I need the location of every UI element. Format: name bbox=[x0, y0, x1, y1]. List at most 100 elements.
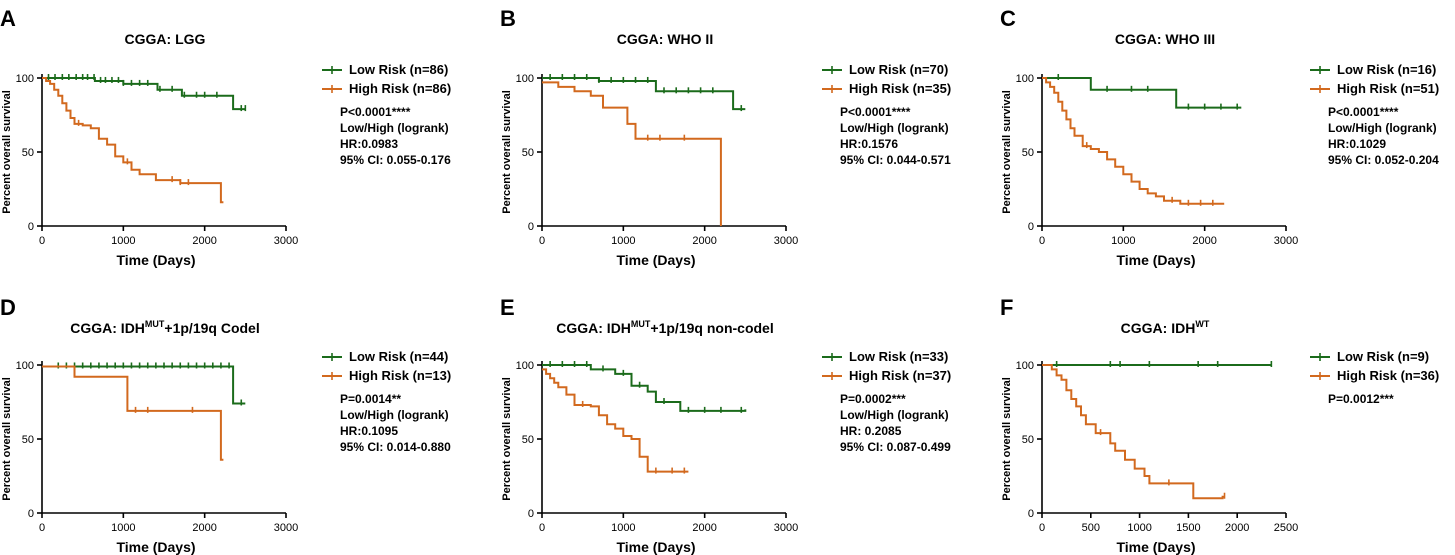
panel-b: B CGGA: WHO II 0 1000 2000 3000 0 50 100 Time (Da… bbox=[500, 6, 951, 268]
y-tick-label: 100 bbox=[516, 360, 534, 372]
title-superscript: WT bbox=[1195, 319, 1209, 329]
title-part: CGGA: WHO III bbox=[1115, 31, 1215, 47]
x-axis-label: Time (Days) bbox=[1116, 539, 1195, 555]
x-tick-label: 2000 bbox=[192, 235, 216, 247]
stat-line: 95% CI: 0.055-0.176 bbox=[340, 153, 451, 167]
legend-label: Low Risk (n=70) bbox=[849, 62, 948, 77]
x-axis-label: Time (Days) bbox=[116, 252, 195, 268]
x-axis-label: Time (Days) bbox=[1116, 252, 1195, 268]
y-axis-label: Percent overall survival bbox=[1, 90, 13, 214]
y-tick-label: 50 bbox=[22, 434, 34, 446]
p-value: P=0.0012*** bbox=[1328, 392, 1394, 406]
x-tick-label: 2000 bbox=[1225, 522, 1249, 534]
stat-line: Low/High (logrank) bbox=[340, 408, 449, 422]
stat-line: HR:0.1095 bbox=[340, 424, 398, 438]
high-risk-survival-curve bbox=[542, 368, 689, 473]
x-tick-label: 0 bbox=[1039, 235, 1045, 247]
p-value: P<0.0001**** bbox=[340, 105, 411, 119]
panel-letter: F bbox=[1000, 295, 1013, 320]
legend-label: High Risk (n=36) bbox=[1337, 368, 1439, 383]
high-risk-survival-curve bbox=[42, 77, 224, 204]
y-tick-label: 0 bbox=[1028, 508, 1034, 520]
x-axis-label: Time (Days) bbox=[616, 252, 695, 268]
panel-letter: A bbox=[0, 6, 16, 31]
title-part: CGGA: IDH bbox=[1121, 320, 1196, 336]
chart-title: CGGA: IDHMUT+1p/19q Codel bbox=[70, 319, 259, 336]
x-tick-label: 2000 bbox=[692, 522, 716, 534]
chart-title: CGGA: IDHMUT+1p/19q non-codel bbox=[556, 319, 773, 336]
stat-line: HR:0.1576 bbox=[840, 137, 898, 151]
y-tick-label: 0 bbox=[1028, 221, 1034, 233]
title-part: CGGA: IDH bbox=[556, 320, 631, 336]
y-tick-label: 50 bbox=[522, 147, 534, 159]
y-axis-label: Percent overall survival bbox=[501, 90, 513, 214]
panel-letter: E bbox=[500, 295, 515, 320]
stat-line: Low/High (logrank) bbox=[840, 121, 949, 135]
high-risk-survival-curve bbox=[42, 365, 224, 461]
low-risk-survival-curve bbox=[542, 364, 747, 412]
panel-d: D CGGA: IDHMUT+1p/19q Codel 0 1000 2000 3000 0… bbox=[0, 295, 451, 555]
y-axis-label: Percent overall survival bbox=[1001, 90, 1013, 214]
x-tick-label: 1000 bbox=[111, 522, 135, 534]
title-part: CGGA: WHO II bbox=[617, 31, 713, 47]
y-axis-label: Percent overall survival bbox=[1, 377, 13, 501]
high-risk-survival-curve bbox=[1042, 364, 1225, 500]
x-tick-label: 1000 bbox=[1111, 235, 1135, 247]
panel-letter: B bbox=[500, 6, 516, 31]
title-part: +1p/19q Codel bbox=[164, 320, 259, 336]
y-tick-label: 100 bbox=[16, 73, 34, 85]
high-risk-survival-curve bbox=[542, 81, 722, 226]
panel-f: F CGGA: IDHWT 0 500 1000 1500 2000 2500 0 50 100 Ti… bbox=[1000, 295, 1439, 555]
x-tick-label: 0 bbox=[539, 522, 545, 534]
x-axis-label: Time (Days) bbox=[616, 539, 695, 555]
legend-label: High Risk (n=13) bbox=[349, 368, 451, 383]
x-tick-label: 2500 bbox=[1274, 522, 1298, 534]
x-tick-label: 3000 bbox=[1274, 235, 1298, 247]
stat-line: 95% CI: 0.052-0.204 bbox=[1328, 153, 1439, 167]
x-tick-label: 2000 bbox=[192, 522, 216, 534]
y-axis-label: Percent overall survival bbox=[501, 377, 513, 501]
stat-line: 95% CI: 0.014-0.880 bbox=[340, 440, 451, 454]
low-risk-survival-curve bbox=[42, 77, 246, 111]
x-tick-label: 3000 bbox=[774, 522, 798, 534]
legend-label: Low Risk (n=86) bbox=[349, 62, 448, 77]
y-tick-label: 100 bbox=[516, 73, 534, 85]
p-value: P<0.0001**** bbox=[1328, 105, 1399, 119]
low-risk-survival-curve bbox=[1042, 77, 1242, 109]
legend-label: High Risk (n=86) bbox=[349, 81, 451, 96]
legend-label: Low Risk (n=44) bbox=[349, 349, 448, 364]
title-part: CGGA: LGG bbox=[125, 31, 206, 47]
legend-label: High Risk (n=37) bbox=[849, 368, 951, 383]
x-tick-label: 1000 bbox=[611, 235, 635, 247]
panel-a: A CGGA: LGG 0 1000 2000 3000 0 50 100 Time (Days)… bbox=[0, 6, 451, 268]
stat-line: Low/High (logrank) bbox=[840, 408, 949, 422]
y-tick-label: 0 bbox=[28, 221, 34, 233]
panel-letter: D bbox=[0, 295, 16, 320]
x-tick-label: 2000 bbox=[1192, 235, 1216, 247]
p-value: P<0.0001**** bbox=[840, 105, 911, 119]
y-tick-label: 0 bbox=[528, 221, 534, 233]
y-tick-label: 0 bbox=[528, 508, 534, 520]
y-tick-label: 50 bbox=[1022, 147, 1034, 159]
p-value: P=0.0014** bbox=[340, 392, 401, 406]
legend-label: High Risk (n=51) bbox=[1337, 81, 1439, 96]
panel-c: C CGGA: WHO III 0 1000 2000 3000 0 50 100 Time (D… bbox=[1000, 6, 1439, 268]
stat-line: HR:0.0983 bbox=[340, 137, 398, 151]
stat-line: HR:0.1029 bbox=[1328, 137, 1386, 151]
y-axis-label: Percent overall survival bbox=[1001, 377, 1013, 501]
legend-label: Low Risk (n=9) bbox=[1337, 349, 1429, 364]
low-risk-survival-curve bbox=[42, 365, 246, 405]
y-tick-label: 50 bbox=[522, 434, 534, 446]
legend-label: Low Risk (n=33) bbox=[849, 349, 948, 364]
x-tick-label: 3000 bbox=[274, 522, 298, 534]
chart-title: CGGA: WHO III bbox=[1115, 31, 1215, 47]
title-part: CGGA: IDH bbox=[70, 320, 145, 336]
title-superscript: MUT bbox=[145, 319, 165, 329]
high-risk-survival-curve bbox=[1042, 77, 1225, 205]
x-tick-label: 1500 bbox=[1176, 522, 1200, 534]
title-superscript: MUT bbox=[631, 319, 651, 329]
x-tick-label: 3000 bbox=[274, 235, 298, 247]
x-tick-label: 0 bbox=[39, 522, 45, 534]
